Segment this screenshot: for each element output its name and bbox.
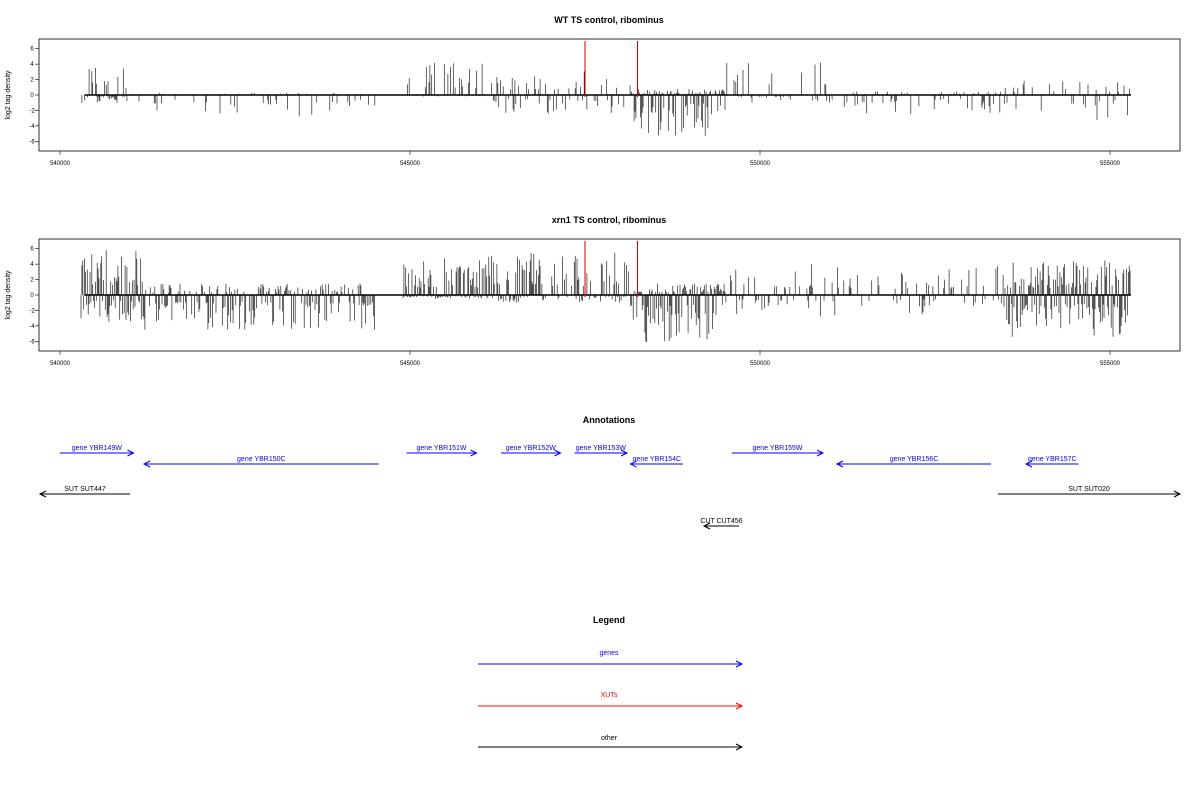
y-tick-label: 6 xyxy=(30,247,34,253)
arrow-head-icon xyxy=(702,522,711,530)
arrow-head-icon xyxy=(816,449,825,457)
legend-item-xuts: XUTs xyxy=(478,692,744,710)
x-tick-label: 540000 xyxy=(50,361,71,367)
x-tick-label: 545000 xyxy=(400,361,421,367)
y-tick-label: 4 xyxy=(30,62,34,68)
arrow-head-icon xyxy=(735,702,744,710)
annotation-features: gene YBR149W gene YBR150C gene YBR151W gene… xyxy=(38,445,1182,530)
arrow-head-icon xyxy=(127,449,135,457)
y-tick-label: 6 xyxy=(30,47,34,53)
arrow-head-icon xyxy=(142,460,151,468)
feature-gene-ybr153w: gene YBR153W xyxy=(574,445,629,457)
x-tick-label: 555000 xyxy=(1100,361,1121,367)
y-tick-label: 2 xyxy=(30,78,34,84)
arrow-head-icon xyxy=(735,660,744,668)
y-tick-label: -4 xyxy=(29,124,35,130)
marks xyxy=(81,41,1131,136)
legend-item-genes: genes xyxy=(478,650,744,668)
arrow-head-icon xyxy=(38,490,47,498)
legend-item-other: other xyxy=(478,735,744,751)
y-tick-label: -6 xyxy=(29,339,35,345)
feature-label: gene YBR154C xyxy=(633,456,682,463)
arrow-head-icon xyxy=(1173,490,1182,498)
y-axis-label: log2 tag density xyxy=(5,70,12,120)
feature-label: gene YBR156C xyxy=(890,456,939,463)
y-tick-label: -2 xyxy=(29,108,35,114)
feature-gene-ybr154c: gene YBR154C xyxy=(629,456,683,468)
panel-title: WT TS control, ribominus xyxy=(554,15,664,25)
panel-xrn1: xrn1 TS control, ribominus log2 tag dens… xyxy=(5,215,1181,367)
feature-label: gene YBR152W xyxy=(506,445,556,452)
y-tick-label: 0 xyxy=(30,93,34,99)
arrow-head-icon xyxy=(554,449,562,457)
arrow-head-icon xyxy=(735,743,744,751)
y-tick-label: -6 xyxy=(29,139,35,145)
feature-label: SUT SUT020 xyxy=(1068,486,1110,493)
y-axis: 6 4 2 0 -2 -4 -6 xyxy=(29,247,39,345)
feature-label: gene YBR155W xyxy=(752,445,802,452)
feature-cut-cut456: CUT CUT456 xyxy=(700,518,743,530)
arrow-head-icon xyxy=(620,449,629,457)
feature-gene-ybr150c: gene YBR150C xyxy=(142,456,379,468)
feature-label: gene YBR153W xyxy=(576,445,626,452)
feature-gene-ybr151w: gene YBR151W xyxy=(406,445,478,457)
x-tick-label: 545000 xyxy=(400,161,421,167)
x-axis: 540000 545000 550000 555000 xyxy=(50,351,1121,367)
x-tick-label: 540000 xyxy=(50,161,71,167)
x-axis: 540000 545000 550000 555000 xyxy=(50,151,1121,167)
y-axis-label: log2 tag density xyxy=(5,270,12,320)
x-tick-label: 550000 xyxy=(750,361,771,367)
y-tick-label: 4 xyxy=(30,262,34,268)
feature-gene-ybr155w: gene YBR155W xyxy=(732,445,825,457)
annotations-title: Annotations xyxy=(583,415,636,425)
feature-gene-ybr157c: gene YBR157C xyxy=(1024,456,1079,468)
panel-title: xrn1 TS control, ribominus xyxy=(552,215,667,225)
y-axis: 6 4 2 0 -2 -4 -6 xyxy=(29,47,39,145)
feature-gene-ybr156c: gene YBR156C xyxy=(835,456,991,468)
arrow-head-icon xyxy=(835,460,844,468)
legend-title: Legend xyxy=(593,615,625,625)
feature-gene-ybr152w: gene YBR152W xyxy=(501,445,562,457)
feature-sut-sut020: SUT SUT020 xyxy=(998,486,1182,498)
legend-label: other xyxy=(601,735,618,742)
x-tick-label: 550000 xyxy=(750,161,771,167)
y-tick-label: -2 xyxy=(29,308,35,314)
feature-gene-ybr149w: gene YBR149W xyxy=(60,445,135,457)
feature-label: gene YBR151W xyxy=(416,445,466,452)
panel-wt: WT TS control, ribominus log2 tag densit… xyxy=(5,15,1181,167)
feature-label: gene YBR157C xyxy=(1028,456,1077,463)
legend: Legend genes XUTs other xyxy=(478,615,744,751)
feature-label: CUT CUT456 xyxy=(700,518,742,525)
legend-label: XUTs xyxy=(601,692,618,699)
feature-label: gene YBR150C xyxy=(237,456,286,463)
marks xyxy=(80,241,1131,342)
arrow-head-icon xyxy=(470,449,478,457)
feature-label: SUT SUT447 xyxy=(64,486,106,493)
feature-label: gene YBR149W xyxy=(72,445,122,452)
arrow-head-icon xyxy=(1024,460,1033,468)
legend-label: genes xyxy=(599,650,619,657)
x-tick-label: 555000 xyxy=(1100,161,1121,167)
y-tick-label: 2 xyxy=(30,278,34,284)
y-tick-label: 0 xyxy=(30,293,34,299)
y-tick-label: -4 xyxy=(29,324,35,330)
feature-sut-sut447: SUT SUT447 xyxy=(38,486,130,498)
arrow-head-icon xyxy=(629,460,637,468)
